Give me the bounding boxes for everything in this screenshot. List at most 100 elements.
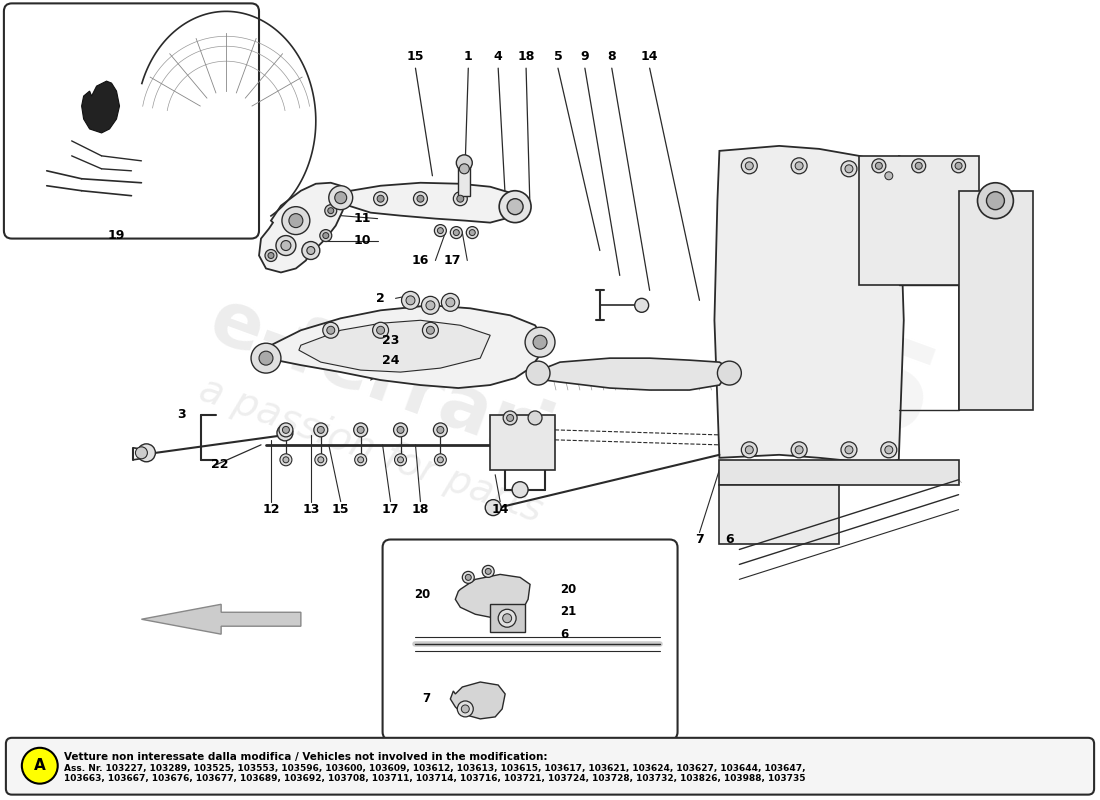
- Text: 11: 11: [354, 212, 372, 225]
- Text: 17: 17: [382, 503, 399, 516]
- Text: 15: 15: [332, 503, 350, 516]
- Circle shape: [354, 454, 366, 466]
- Text: 14: 14: [641, 50, 659, 62]
- Circle shape: [845, 446, 853, 454]
- Circle shape: [279, 423, 293, 437]
- Circle shape: [397, 457, 404, 462]
- Circle shape: [513, 482, 528, 498]
- Circle shape: [437, 426, 444, 434]
- Circle shape: [276, 235, 296, 255]
- Circle shape: [434, 454, 447, 466]
- Circle shape: [397, 426, 404, 434]
- Text: 5: 5: [553, 50, 562, 62]
- Text: 3: 3: [177, 409, 186, 422]
- Circle shape: [795, 162, 803, 170]
- FancyBboxPatch shape: [383, 539, 678, 740]
- Circle shape: [978, 182, 1013, 218]
- Text: 103663, 103667, 103676, 103677, 103689, 103692, 103708, 103711, 103714, 103716, : 103663, 103667, 103676, 103677, 103689, …: [64, 774, 805, 782]
- Text: 22: 22: [211, 458, 229, 471]
- Circle shape: [395, 454, 407, 466]
- Circle shape: [277, 425, 293, 441]
- Circle shape: [526, 361, 550, 385]
- Circle shape: [289, 214, 302, 228]
- Circle shape: [327, 326, 334, 334]
- Circle shape: [317, 426, 324, 434]
- Text: 13: 13: [302, 503, 319, 516]
- Circle shape: [499, 190, 531, 222]
- Text: 10: 10: [354, 234, 372, 247]
- Circle shape: [135, 447, 147, 458]
- Circle shape: [453, 230, 460, 235]
- FancyBboxPatch shape: [6, 738, 1094, 794]
- Circle shape: [450, 226, 462, 238]
- Circle shape: [534, 335, 547, 349]
- Circle shape: [427, 326, 434, 334]
- Circle shape: [791, 158, 807, 174]
- Circle shape: [421, 296, 439, 314]
- Circle shape: [301, 242, 320, 259]
- Circle shape: [433, 423, 448, 437]
- Text: 6: 6: [725, 533, 734, 546]
- Circle shape: [470, 230, 475, 235]
- Circle shape: [329, 186, 353, 210]
- Text: 23: 23: [382, 334, 399, 346]
- Bar: [491, 604, 525, 632]
- Circle shape: [406, 296, 415, 305]
- Text: 20: 20: [415, 588, 430, 601]
- Text: 18: 18: [517, 50, 535, 62]
- Circle shape: [635, 298, 649, 312]
- Circle shape: [441, 294, 460, 311]
- Circle shape: [282, 206, 310, 234]
- Bar: [719, 460, 958, 485]
- Circle shape: [528, 411, 542, 425]
- Circle shape: [322, 322, 339, 338]
- Bar: [958, 190, 1033, 410]
- Text: 18: 18: [411, 503, 429, 516]
- Circle shape: [482, 566, 494, 578]
- Circle shape: [334, 192, 346, 204]
- Circle shape: [414, 192, 428, 206]
- Circle shape: [373, 322, 388, 338]
- Polygon shape: [142, 604, 301, 634]
- Circle shape: [842, 161, 857, 177]
- Circle shape: [795, 446, 803, 454]
- Circle shape: [322, 233, 329, 238]
- Polygon shape: [258, 182, 345, 273]
- Circle shape: [374, 192, 387, 206]
- Circle shape: [354, 423, 367, 437]
- Circle shape: [446, 298, 454, 307]
- Circle shape: [507, 198, 524, 214]
- Circle shape: [746, 446, 754, 454]
- Bar: [459, 161, 471, 196]
- Circle shape: [314, 423, 328, 437]
- Text: 21: 21: [560, 605, 576, 618]
- Polygon shape: [455, 574, 530, 619]
- Circle shape: [503, 614, 512, 622]
- Text: 8: 8: [607, 50, 616, 62]
- Polygon shape: [450, 682, 505, 719]
- Text: 9: 9: [581, 50, 590, 62]
- Text: 7: 7: [695, 533, 704, 546]
- Circle shape: [315, 454, 327, 466]
- Circle shape: [485, 569, 492, 574]
- Text: 20: 20: [560, 583, 576, 596]
- Circle shape: [453, 192, 468, 206]
- Circle shape: [438, 228, 443, 234]
- Text: 2: 2: [376, 292, 385, 305]
- Circle shape: [268, 253, 274, 258]
- Circle shape: [458, 701, 473, 717]
- Circle shape: [376, 326, 385, 334]
- Circle shape: [884, 172, 893, 180]
- Circle shape: [456, 155, 472, 170]
- Circle shape: [507, 414, 514, 422]
- Circle shape: [358, 426, 364, 434]
- Circle shape: [741, 442, 757, 458]
- Circle shape: [465, 574, 471, 580]
- Circle shape: [791, 442, 807, 458]
- Circle shape: [358, 457, 364, 462]
- Text: Ass. Nr. 103227, 103289, 103525, 103553, 103596, 103600, 103609, 103612, 103613,: Ass. Nr. 103227, 103289, 103525, 103553,…: [64, 764, 805, 773]
- Circle shape: [283, 457, 289, 462]
- Text: 16: 16: [411, 254, 429, 267]
- Circle shape: [434, 225, 447, 237]
- Circle shape: [456, 195, 464, 202]
